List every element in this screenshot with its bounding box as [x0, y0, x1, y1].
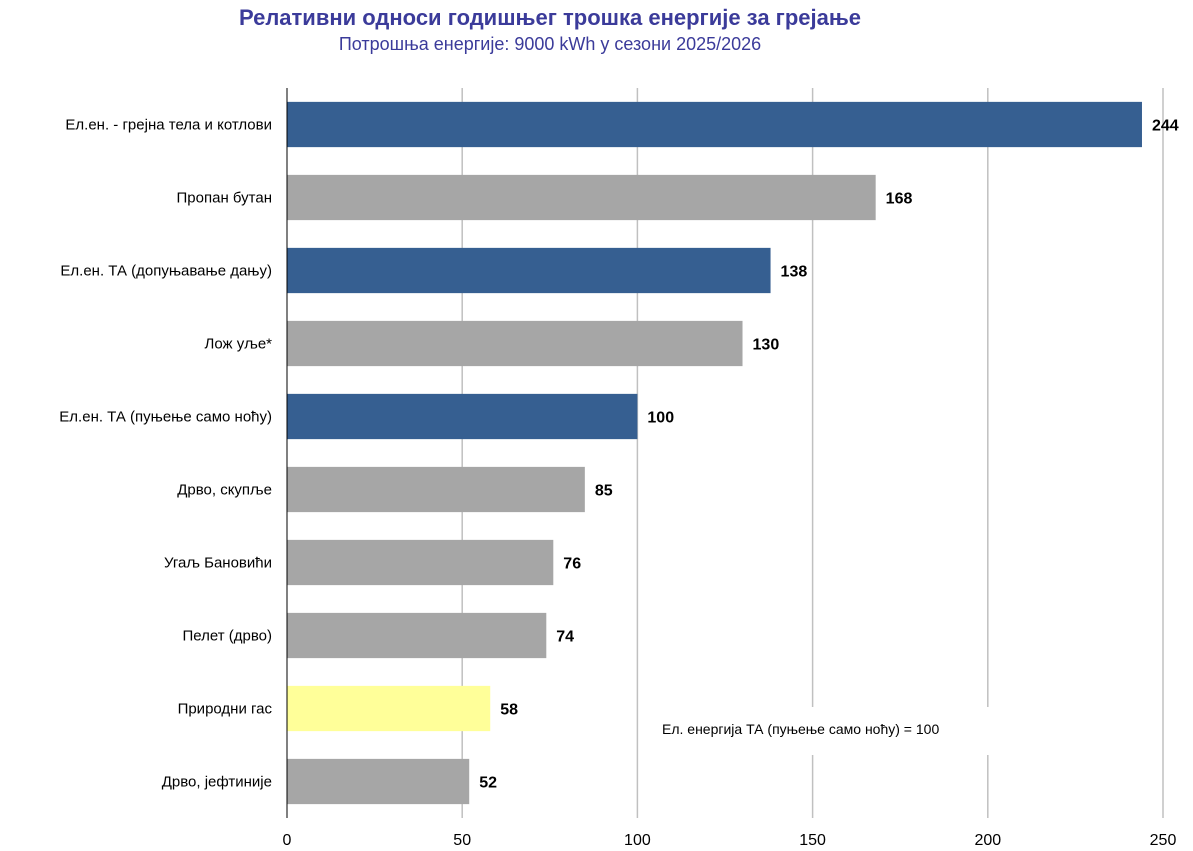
- bar: [287, 758, 470, 805]
- bar: [287, 247, 771, 294]
- category-label: Дрво, јефтиније: [162, 774, 272, 791]
- x-tick-label: 150: [799, 832, 826, 849]
- category-label: Ел.ен. ТА (допуњавање дању): [60, 263, 272, 280]
- bar: [287, 101, 1142, 148]
- category-label: Угаљ Бановићи: [164, 555, 272, 572]
- x-tick-label: 200: [974, 832, 1001, 849]
- bar: [287, 539, 554, 586]
- category-label: Пелет (дрво): [183, 628, 273, 645]
- category-label: Дрво, скупље: [177, 482, 272, 499]
- value-label: 138: [781, 264, 808, 281]
- category-label: Ел.ен. ТА (пуњење само ноћу): [59, 409, 272, 426]
- bar: [287, 466, 585, 513]
- bar: [287, 393, 638, 440]
- bar: [287, 174, 876, 221]
- category-label: Лож уље*: [205, 336, 273, 353]
- x-tick-label: 100: [624, 832, 651, 849]
- annotation-text: Ел. енергија ТА (пуњење само ноћу) = 100: [662, 721, 939, 737]
- value-label: 52: [479, 775, 497, 792]
- value-label: 58: [500, 702, 518, 719]
- value-label: 100: [647, 410, 674, 427]
- x-tick-label: 0: [283, 832, 292, 849]
- bar: [287, 612, 547, 659]
- category-label: Природни гас: [178, 701, 273, 718]
- value-label: 85: [595, 483, 613, 500]
- x-tick-label: 50: [453, 832, 471, 849]
- value-label: 168: [886, 191, 913, 208]
- bar: [287, 320, 743, 367]
- value-label: 76: [563, 556, 581, 573]
- bar: [287, 685, 491, 732]
- category-label: Ел.ен. - грејна тела и котлови: [65, 117, 272, 134]
- chart-title: Релативни односи годишњег трошка енергиј…: [238, 5, 862, 30]
- value-label: 130: [753, 337, 780, 354]
- value-label: 244: [1152, 118, 1179, 135]
- value-label: 74: [556, 629, 574, 646]
- category-label: Пропан бутан: [177, 190, 272, 207]
- chart-subtitle: Потрошња енергије: 9000 kWh у сезони 202…: [338, 34, 762, 54]
- x-tick-label: 250: [1150, 832, 1177, 849]
- annotation-background: [655, 707, 995, 755]
